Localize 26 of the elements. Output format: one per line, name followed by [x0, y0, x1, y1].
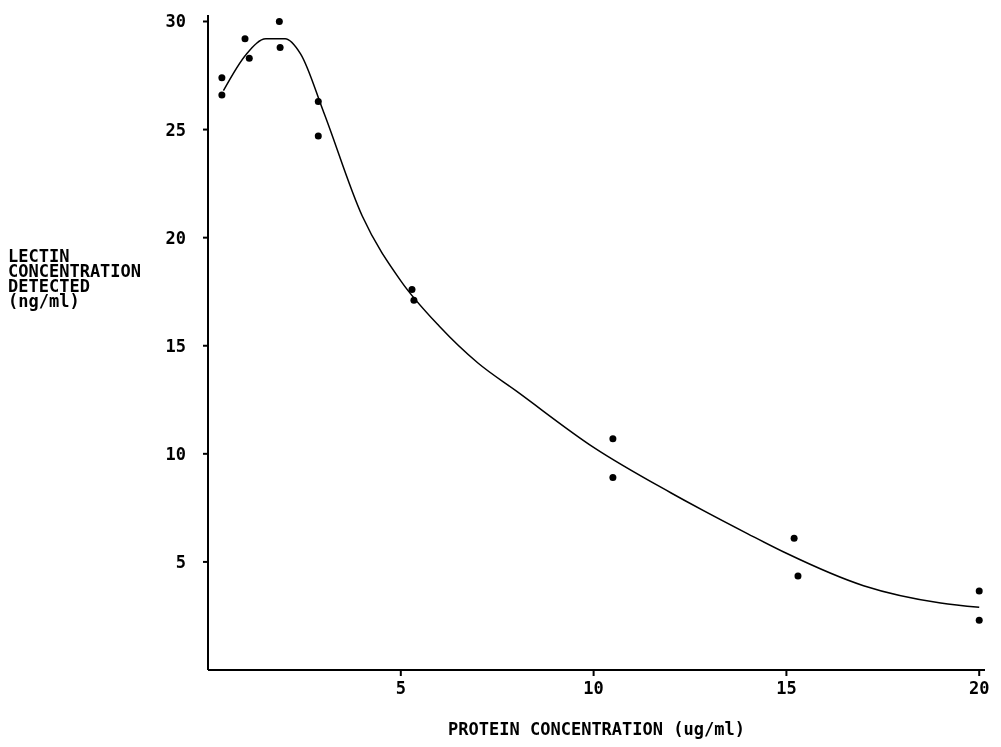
point — [218, 74, 226, 82]
x-axis-title: PROTEIN CONCENTRATION (ug/ml) — [448, 719, 745, 739]
point — [975, 616, 983, 624]
y-tick-label: 25 — [165, 119, 186, 140]
x-tick-label: 5 — [395, 678, 406, 698]
point — [314, 132, 322, 140]
y-tick-label: 15 — [165, 335, 186, 356]
y-tick-label: 30 — [165, 11, 186, 32]
point — [245, 54, 253, 62]
x-tick-label: 10 — [583, 678, 604, 698]
y-tick-label: 20 — [165, 227, 186, 248]
x-tick-label: 20 — [968, 678, 990, 698]
y-tick-label: 10 — [165, 443, 186, 464]
point — [609, 474, 617, 482]
point — [975, 587, 983, 595]
point — [408, 286, 416, 294]
point — [241, 35, 249, 43]
x-tick-label: 15 — [776, 678, 797, 698]
point — [794, 572, 802, 580]
point — [276, 43, 284, 51]
y-tick-label: 5 — [175, 551, 186, 572]
point — [609, 435, 617, 443]
y-axis-title: LECTIN CONCENTRATION DETECTED (ng/ml) — [8, 246, 142, 311]
point — [275, 17, 283, 25]
point — [218, 91, 226, 99]
point — [790, 534, 798, 542]
